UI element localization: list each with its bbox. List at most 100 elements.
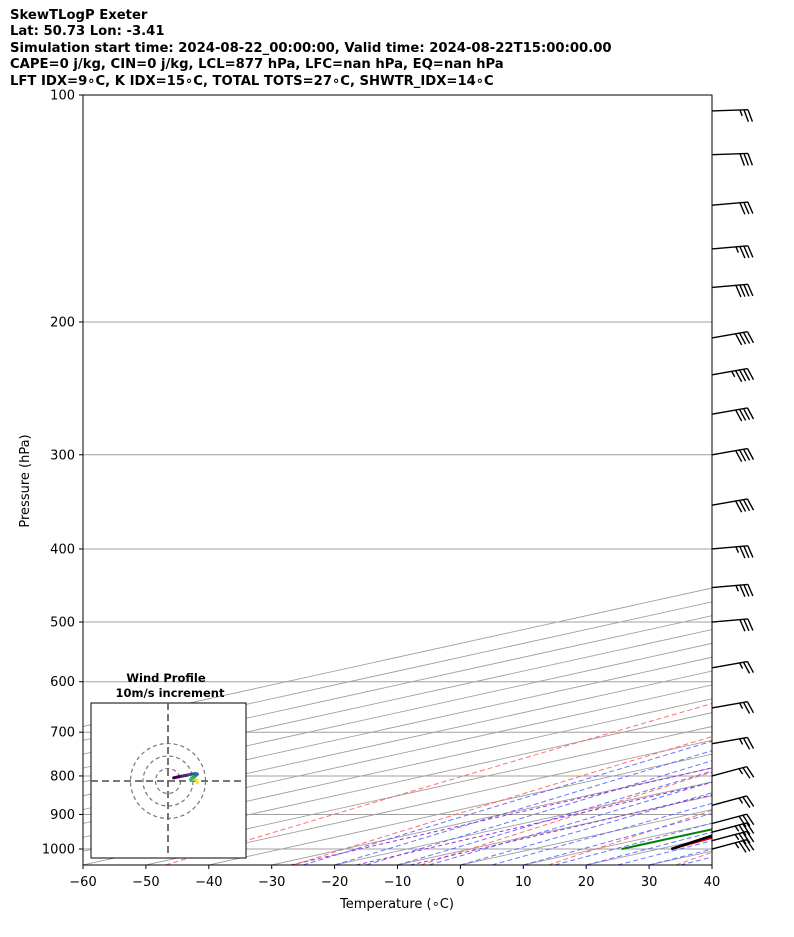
- inset-subtitle: 10m/s increment: [116, 686, 225, 700]
- barb-feather: [747, 109, 754, 122]
- moist-adiabat-25: [617, 840, 712, 865]
- barb-half-feather: [734, 834, 740, 841]
- x-axis-label: Temperature (∘C): [339, 897, 454, 912]
- barb-half-feather: [735, 546, 740, 553]
- dry-adiabat-10: [548, 809, 712, 865]
- wind-barb: [711, 152, 754, 166]
- isotherm--80: [83, 698, 712, 838]
- barb-feather: [746, 498, 755, 511]
- dry-adiabat-30: [675, 851, 712, 865]
- wind-barb: [711, 736, 755, 750]
- barb-feather: [738, 500, 747, 512]
- barb-feather: [739, 202, 746, 215]
- moist-adiabat--15: [365, 760, 712, 865]
- barb-feather: [735, 409, 743, 422]
- barb-feather: [739, 153, 746, 166]
- isotherm--70: [83, 712, 712, 852]
- mixing-ratio-line-2: [410, 794, 712, 865]
- barb-staff: [711, 583, 748, 589]
- location-line: Lat: 50.73 Lon: -3.41: [10, 24, 165, 40]
- barb-feather: [738, 824, 747, 836]
- barb-feather: [746, 766, 755, 778]
- y-tick-label: 200: [50, 315, 75, 330]
- isotherm--30: [271, 767, 712, 865]
- barb-feather: [742, 814, 751, 827]
- barb-feather: [743, 109, 750, 122]
- barb-feather: [735, 370, 743, 383]
- moist-adiabat-10: [523, 812, 712, 865]
- barb-staff: [711, 813, 747, 825]
- wind-barb: [711, 109, 754, 122]
- temperature-line: [671, 836, 712, 850]
- barb-feather: [742, 832, 751, 844]
- barb-feather: [746, 822, 755, 834]
- wind-barb: [711, 813, 755, 828]
- barb-feather: [746, 839, 755, 851]
- barb-staff: [711, 245, 748, 250]
- y-tick-label: 300: [50, 448, 75, 463]
- barb-half-feather: [738, 797, 744, 804]
- barb-staff: [711, 839, 747, 850]
- wind-barb: [711, 830, 755, 845]
- barb-staff: [711, 701, 748, 709]
- barb-staff: [711, 822, 747, 833]
- x-tick-label: −30: [258, 875, 285, 890]
- isotherm-20: [586, 836, 712, 865]
- x-axis-ticks: −60 −50 −40 −30 −20 −10 0 10 20 30 40: [69, 865, 720, 890]
- barb-feather: [742, 448, 751, 461]
- barb-half-feather: [738, 702, 744, 709]
- barb-half-feather: [734, 842, 740, 849]
- barb-staff: [711, 830, 747, 842]
- barb-feather: [746, 701, 755, 714]
- barb-staff: [711, 152, 749, 156]
- barb-feather: [739, 246, 746, 259]
- x-tick-label: −10: [384, 875, 411, 890]
- barb-feather: [735, 285, 742, 298]
- inset-title: Wind Profile: [126, 671, 206, 685]
- y-tick-label: 1000: [42, 843, 75, 858]
- wind-barb: [711, 447, 755, 463]
- barb-half-feather: [734, 825, 740, 832]
- moist-adiabat-15: [554, 822, 712, 865]
- barb-feather: [738, 408, 747, 421]
- barb-half-feather: [735, 585, 740, 592]
- chart-title: SkewTLogP Exeter: [10, 8, 148, 23]
- barb-feather: [743, 545, 750, 559]
- barb-staff: [711, 331, 748, 339]
- barb-feather: [743, 284, 750, 297]
- barb-feather: [739, 284, 746, 297]
- barb-feather: [746, 661, 755, 674]
- y-tick-label: 700: [50, 726, 75, 741]
- isotherm-10: [523, 822, 712, 865]
- barb-feather: [738, 841, 747, 853]
- x-tick-label: 30: [641, 875, 658, 890]
- moist-adiabat--25: [302, 740, 712, 865]
- barb-feather: [738, 449, 747, 462]
- barb-half-feather: [739, 109, 743, 117]
- barb-half-feather: [738, 768, 744, 775]
- moist-adiabat-35: [680, 856, 712, 865]
- wind-barb: [711, 765, 755, 779]
- barb-feather: [747, 545, 754, 558]
- barb-feather: [738, 833, 747, 845]
- wind-barb: [711, 795, 755, 808]
- barb-half-feather: [731, 370, 736, 378]
- x-tick-label: −20: [321, 875, 348, 890]
- barb-staff: [711, 545, 748, 550]
- mixing-ratio-line-0: [290, 767, 712, 865]
- barb-staff: [711, 283, 748, 289]
- index-line: LFT IDX=9∘C, K IDX=15∘C, TOTAL TOTS=27∘C…: [10, 73, 494, 89]
- moist-adiabat--20: [334, 750, 712, 865]
- x-tick-label: −60: [69, 875, 96, 890]
- barb-feather: [747, 245, 754, 258]
- hodograph: [91, 703, 246, 858]
- profiles: [621, 828, 712, 851]
- wind-barb: [711, 583, 754, 597]
- barb-feather: [739, 546, 746, 559]
- isotherm--60: [83, 726, 712, 865]
- barb-feather: [746, 368, 755, 380]
- dry-adiabat--50: [165, 702, 712, 865]
- barb-feather: [747, 618, 754, 631]
- barb-feather: [742, 661, 751, 674]
- barb-feather: [746, 448, 755, 460]
